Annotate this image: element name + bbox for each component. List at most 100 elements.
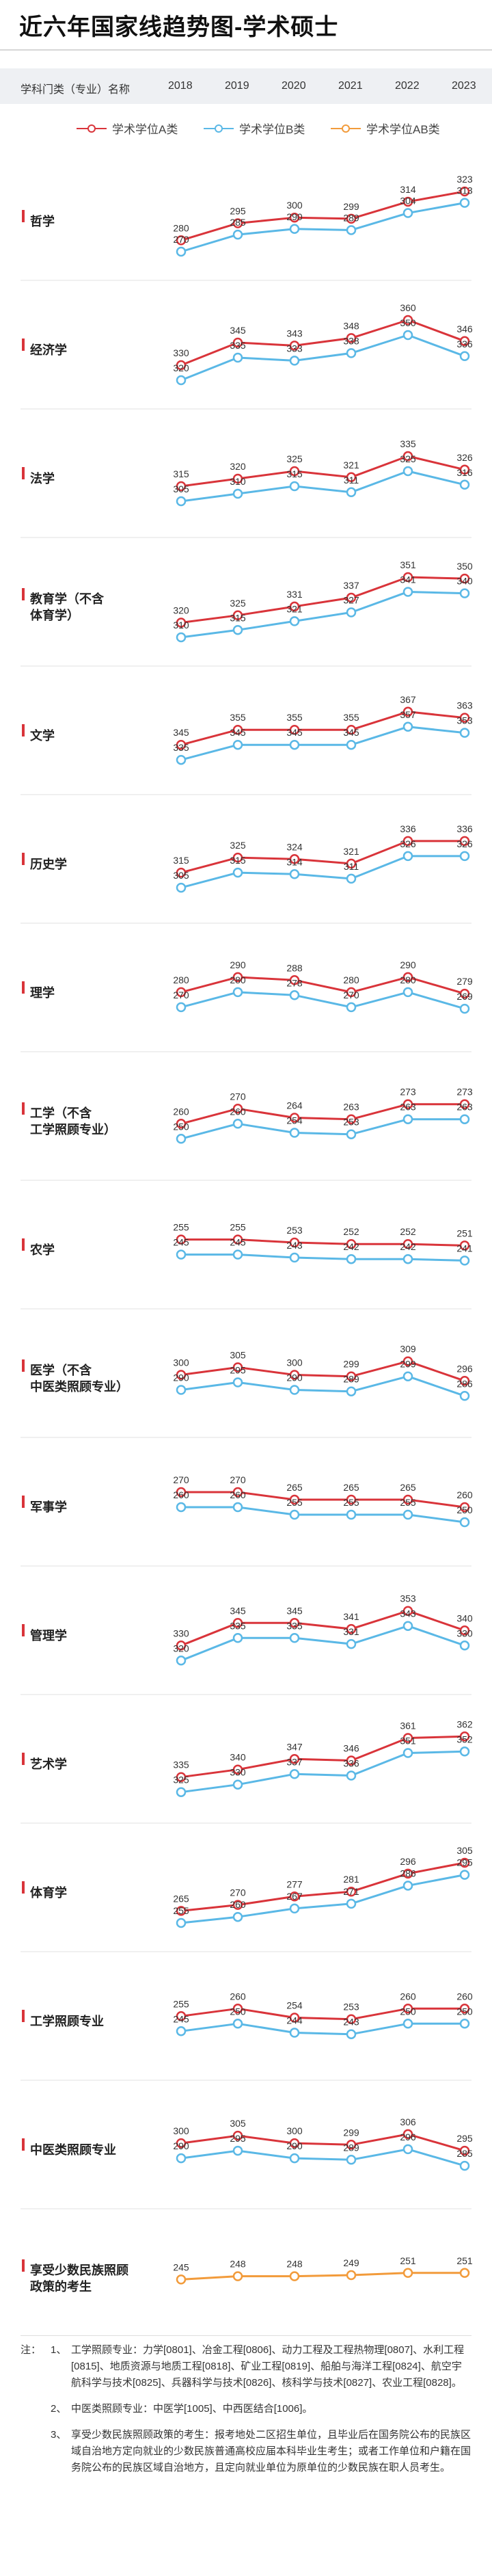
data-point-a-0-0 [176, 235, 187, 245]
data-label-b-13-4: 286 [400, 1868, 416, 1878]
data-point-a-15-0 [176, 2138, 187, 2149]
data-label-a-0-4: 314 [400, 184, 416, 195]
data-point-b-9-4 [402, 1371, 413, 1381]
data-point-a-4-5 [459, 713, 470, 723]
data-point-a-12-1 [232, 1764, 243, 1775]
data-point-a-3-2 [289, 601, 300, 612]
data-point-a-6-2 [289, 975, 300, 985]
data-label-b-3-2: 321 [286, 603, 303, 614]
data-label-a-1-2: 343 [286, 328, 303, 338]
data-point-a-7-4 [402, 1099, 413, 1109]
data-label-b-3-0: 310 [173, 620, 189, 630]
data-label-a-5-4: 336 [400, 823, 416, 834]
data-point-b-8-2 [289, 1252, 300, 1263]
data-label-b-7-3: 253 [343, 1117, 359, 1128]
data-label-b-13-0: 255 [173, 1905, 189, 1916]
data-label-b-6-4: 280 [400, 974, 416, 985]
data-point-a-12-3 [346, 1755, 357, 1766]
legend-label-b: 学术学位B类 [239, 123, 305, 136]
data-label-b-10-2: 255 [286, 1497, 303, 1508]
data-point-b-10-4 [402, 1509, 413, 1520]
data-point-b-7-5 [459, 1114, 470, 1124]
data-label-b-3-1: 315 [230, 612, 246, 623]
data-point-a-2-4 [402, 451, 413, 462]
data-label-a-9-0: 300 [173, 1357, 189, 1368]
series-line-b-2 [180, 470, 465, 503]
data-point-b-9-3 [346, 1386, 357, 1396]
legend-label-a: 学术学位A类 [112, 123, 178, 136]
panel-label-marker-4 [22, 724, 25, 736]
data-label-b-8-4: 242 [400, 1241, 416, 1252]
data-label-b-1-2: 333 [286, 343, 303, 354]
data-label-ab-16-5: 251 [456, 2255, 473, 2266]
data-point-a-4-3 [346, 724, 357, 735]
data-point-b-14-0 [176, 2026, 187, 2036]
data-label-a-10-1: 270 [230, 1474, 246, 1485]
data-point-b-6-2 [289, 990, 300, 1000]
data-label-a-14-4: 260 [400, 1991, 416, 2002]
data-point-b-7-0 [176, 1134, 187, 1144]
page-title: 近六年国家线趋势图-学术硕士 [19, 14, 339, 40]
data-label-a-12-0: 335 [173, 1760, 189, 1770]
data-label-a-12-2: 347 [286, 1741, 303, 1752]
data-point-a-13-3 [346, 1886, 357, 1897]
data-label-a-3-4: 351 [400, 559, 416, 570]
data-label-b-11-3: 331 [343, 1626, 359, 1637]
data-label-a-2-1: 320 [230, 461, 246, 472]
data-label-a-10-2: 265 [286, 1482, 303, 1493]
data-label-a-0-0: 280 [173, 222, 189, 233]
data-point-b-15-5 [459, 2160, 470, 2171]
data-point-a-15-1 [232, 2130, 243, 2141]
series-line-b-0 [180, 202, 465, 253]
data-label-a-2-0: 315 [173, 468, 189, 479]
data-point-a-11-3 [346, 1623, 357, 1634]
data-point-b-2-5 [459, 479, 470, 490]
data-point-ab-16-2 [289, 2271, 300, 2281]
panel-label-marker-11 [22, 1624, 25, 1636]
data-point-b-7-1 [232, 1119, 243, 1129]
series-line-b-4 [180, 726, 465, 761]
data-point-b-15-1 [232, 2145, 243, 2156]
data-point-b-6-0 [176, 1002, 187, 1013]
data-point-a-11-1 [232, 1618, 243, 1628]
data-point-b-15-0 [176, 2153, 187, 2164]
series-line-b-12 [180, 1750, 465, 1794]
data-point-b-12-4 [402, 1748, 413, 1758]
note-number: 1、 [51, 2344, 67, 2356]
data-point-a-7-0 [176, 1119, 187, 1129]
panel-label-10: 军事学 [30, 1500, 67, 1514]
data-point-b-11-1 [232, 1633, 243, 1643]
data-point-a-12-5 [459, 1731, 470, 1742]
data-point-b-7-3 [346, 1129, 357, 1139]
data-point-b-1-2 [289, 356, 300, 366]
data-point-b-8-1 [232, 1249, 243, 1260]
data-point-a-8-3 [346, 1238, 357, 1249]
note-item-1: 注： 1、 工学照顾专业：力学[0801]、冶金工程[0806]、动力工程及工程… [20, 2342, 472, 2391]
data-label-b-13-2: 267 [286, 1891, 303, 1902]
panel-label-marker-9 [22, 1359, 25, 1372]
data-label-a-7-5: 273 [456, 1087, 473, 1098]
data-label-a-8-1: 255 [230, 1222, 246, 1233]
data-point-b-13-0 [176, 1917, 187, 1928]
data-point-a-6-3 [346, 987, 357, 998]
data-label-a-15-5: 295 [456, 2133, 473, 2144]
data-point-b-2-0 [176, 496, 187, 507]
series-line-b-13 [180, 1874, 465, 1924]
data-point-b-5-5 [459, 851, 470, 862]
data-label-a-6-1: 290 [230, 959, 246, 970]
data-point-ab-16-3 [346, 2270, 357, 2281]
data-point-a-3-0 [176, 618, 187, 628]
data-point-b-2-2 [289, 481, 300, 492]
data-point-a-4-2 [289, 724, 300, 735]
data-label-b-12-3: 336 [343, 1758, 359, 1769]
data-point-b-0-5 [459, 198, 470, 208]
data-label-b-8-5: 241 [456, 1243, 473, 1253]
data-label-b-5-2: 314 [286, 856, 303, 867]
data-label-a-6-5: 279 [456, 976, 473, 987]
data-point-a-15-2 [289, 2138, 300, 2149]
data-label-b-6-5: 269 [456, 991, 473, 1002]
data-label-b-15-1: 295 [230, 2133, 246, 2144]
data-point-b-5-2 [289, 869, 300, 879]
data-point-b-6-3 [346, 1002, 357, 1013]
data-label-b-4-1: 345 [230, 727, 246, 738]
